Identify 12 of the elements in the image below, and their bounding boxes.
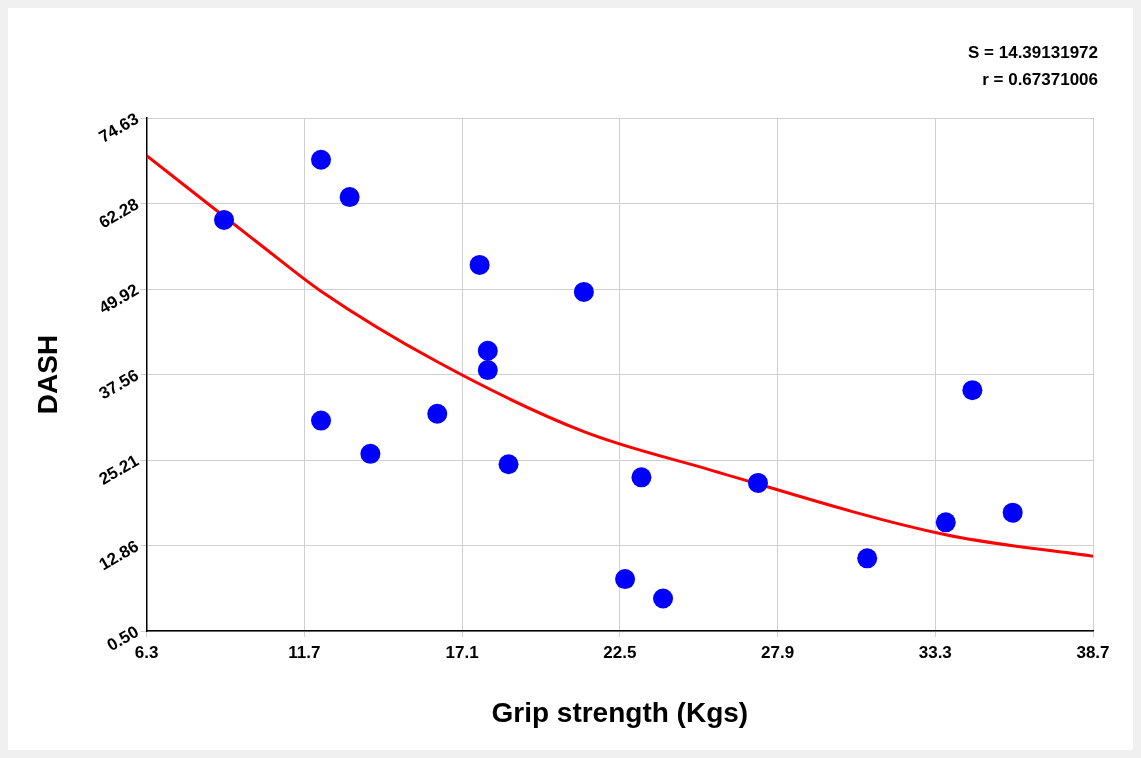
text: r = 0.67371006: [982, 70, 1098, 89]
x-tick-label: 33.3: [918, 642, 952, 662]
y-tick-label: 62.28: [95, 194, 142, 233]
text: S = 14.39131972: [968, 43, 1098, 62]
x-tick-label: 11.7: [288, 642, 321, 662]
y-tick-label: 49.92: [95, 280, 142, 318]
x-tick-label: 17.1: [445, 642, 479, 662]
x-tick-label: 27.9: [761, 642, 795, 662]
y-axis-title: DASH: [31, 334, 63, 415]
x-tick-label: 38.7: [1076, 642, 1110, 662]
x-axis-title: Grip strength (Kgs): [491, 696, 749, 728]
x-tick-label: 22.5: [603, 642, 637, 662]
